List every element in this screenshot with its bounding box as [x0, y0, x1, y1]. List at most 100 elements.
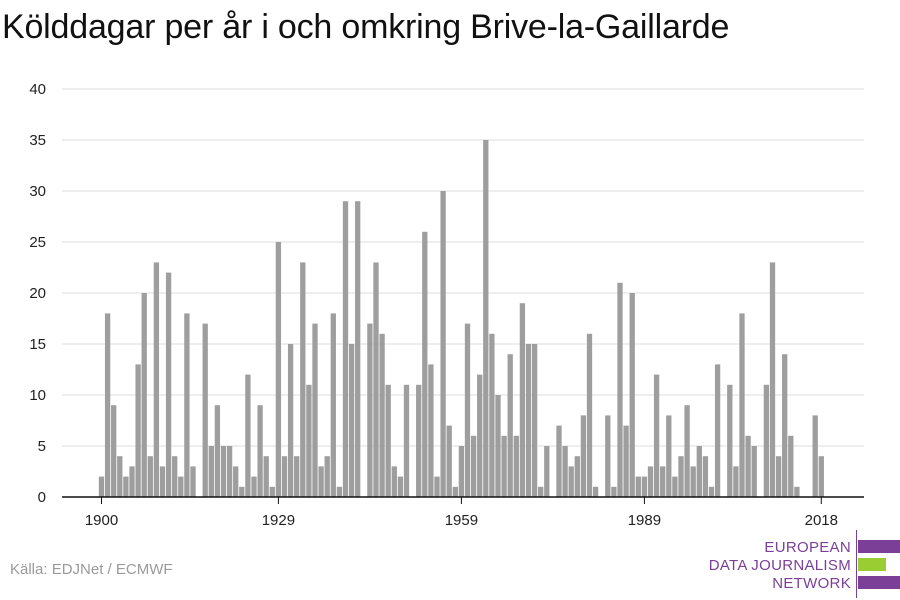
bar[interactable]	[202, 323, 208, 497]
bar[interactable]	[458, 446, 465, 497]
bar[interactable]	[531, 344, 538, 497]
bar[interactable]	[251, 476, 257, 497]
bar[interactable]	[434, 476, 440, 497]
bar[interactable]	[745, 435, 751, 497]
bar[interactable]	[464, 323, 471, 497]
bar[interactable]	[470, 435, 477, 497]
bar[interactable]	[489, 333, 495, 497]
bar[interactable]	[306, 384, 312, 497]
bar[interactable]	[501, 435, 507, 497]
bar[interactable]	[788, 435, 794, 497]
bar[interactable]	[782, 354, 788, 497]
bar[interactable]	[574, 456, 580, 497]
bar[interactable]	[562, 446, 568, 497]
bar[interactable]	[135, 364, 141, 497]
bar[interactable]	[818, 456, 824, 497]
bar[interactable]	[190, 466, 196, 497]
bar[interactable]	[568, 466, 574, 497]
bar[interactable]	[714, 364, 721, 497]
bar[interactable]	[269, 486, 275, 497]
bar[interactable]	[690, 466, 696, 497]
bar[interactable]	[245, 374, 251, 497]
bar[interactable]	[416, 384, 422, 497]
bar[interactable]	[111, 405, 117, 497]
bar[interactable]	[391, 466, 397, 497]
bar[interactable]	[812, 415, 818, 497]
bar[interactable]	[629, 293, 635, 497]
bar[interactable]	[330, 313, 336, 497]
bar[interactable]	[611, 486, 617, 497]
bar[interactable]	[751, 446, 757, 497]
bar[interactable]	[172, 456, 178, 497]
bar[interactable]	[525, 344, 532, 497]
bar[interactable]	[379, 333, 385, 497]
bar[interactable]	[592, 486, 599, 497]
bar[interactable]	[580, 415, 587, 497]
bar[interactable]	[617, 282, 623, 497]
bar[interactable]	[519, 303, 526, 497]
bar[interactable]	[641, 476, 648, 497]
bar[interactable]	[653, 374, 660, 497]
bar[interactable]	[647, 466, 654, 497]
bar[interactable]	[117, 456, 123, 497]
bar[interactable]	[538, 486, 544, 497]
bar[interactable]	[739, 313, 745, 497]
edjnet-logo[interactable]: EUROPEAN DATA JOURNALISM NETWORK	[700, 528, 900, 600]
bar[interactable]	[513, 435, 519, 497]
bar[interactable]	[428, 364, 434, 497]
bar[interactable]	[763, 384, 770, 497]
bar[interactable]	[318, 466, 324, 497]
bar[interactable]	[495, 395, 501, 497]
bar[interactable]	[605, 415, 611, 497]
bar[interactable]	[775, 456, 782, 497]
bar[interactable]	[98, 476, 105, 497]
bar[interactable]	[483, 140, 489, 497]
bar[interactable]	[586, 333, 593, 497]
bar[interactable]	[727, 384, 733, 497]
bar[interactable]	[708, 486, 715, 497]
bar[interactable]	[233, 466, 239, 497]
bar[interactable]	[477, 374, 483, 497]
bar[interactable]	[123, 476, 129, 497]
bar[interactable]	[287, 344, 294, 497]
bar[interactable]	[220, 446, 227, 497]
bar[interactable]	[769, 262, 776, 497]
bar[interactable]	[794, 486, 800, 497]
bar[interactable]	[397, 476, 404, 497]
bar[interactable]	[129, 466, 135, 497]
bar[interactable]	[294, 456, 300, 497]
bar[interactable]	[440, 191, 446, 497]
bar[interactable]	[373, 262, 379, 497]
bar[interactable]	[275, 242, 282, 497]
bar[interactable]	[141, 293, 147, 497]
bar[interactable]	[324, 456, 330, 497]
bar[interactable]	[666, 415, 672, 497]
bar[interactable]	[257, 405, 263, 497]
bar[interactable]	[452, 486, 458, 497]
bar[interactable]	[367, 323, 373, 497]
bar[interactable]	[635, 476, 641, 497]
bar[interactable]	[214, 405, 221, 497]
bar[interactable]	[355, 201, 361, 497]
bar[interactable]	[104, 313, 111, 497]
bar[interactable]	[422, 231, 428, 498]
bar[interactable]	[733, 466, 739, 497]
bar[interactable]	[556, 425, 562, 497]
bar[interactable]	[147, 456, 153, 497]
bar[interactable]	[678, 456, 684, 497]
bar[interactable]	[544, 446, 550, 497]
bar[interactable]	[403, 384, 410, 497]
bar[interactable]	[623, 425, 629, 497]
bar[interactable]	[153, 262, 160, 497]
bar[interactable]	[660, 466, 666, 497]
bar[interactable]	[446, 425, 452, 497]
bar[interactable]	[336, 486, 343, 497]
bar[interactable]	[385, 384, 391, 497]
bar[interactable]	[281, 456, 288, 497]
bar[interactable]	[300, 262, 306, 497]
bar[interactable]	[348, 344, 355, 497]
bar[interactable]	[165, 272, 172, 497]
bar[interactable]	[184, 313, 190, 497]
bar[interactable]	[239, 486, 245, 497]
bar[interactable]	[702, 456, 709, 497]
